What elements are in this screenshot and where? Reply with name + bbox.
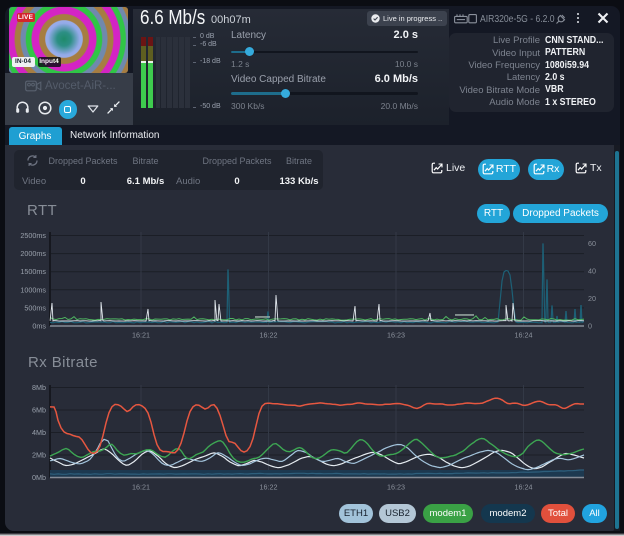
svg-text:0: 0 [588,322,592,331]
svg-text:2Mb: 2Mb [32,451,46,460]
svg-text:1500ms: 1500ms [20,267,46,276]
svg-text:16:22: 16:22 [260,331,278,340]
svg-text:16:24: 16:24 [515,483,533,492]
svg-text:16:24: 16:24 [515,331,533,340]
svg-text:0Mb: 0Mb [32,473,46,482]
svg-text:60: 60 [588,239,596,248]
svg-text:40: 40 [588,267,596,276]
svg-text:16:22: 16:22 [260,483,278,492]
svg-text:8Mb: 8Mb [32,383,46,392]
svg-text:2000ms: 2000ms [20,249,46,258]
svg-text:16:21: 16:21 [132,483,150,492]
svg-text:4Mb: 4Mb [32,428,46,437]
svg-text:2500ms: 2500ms [20,231,46,240]
svg-text:0ms: 0ms [32,322,46,331]
svg-text:1000ms: 1000ms [20,285,46,294]
svg-text:16:21: 16:21 [132,331,150,340]
svg-text:16:23: 16:23 [387,331,405,340]
svg-text:16:23: 16:23 [387,483,405,492]
svg-text:20: 20 [588,294,596,303]
svg-text:6Mb: 6Mb [32,406,46,415]
svg-text:500ms: 500ms [24,303,46,312]
